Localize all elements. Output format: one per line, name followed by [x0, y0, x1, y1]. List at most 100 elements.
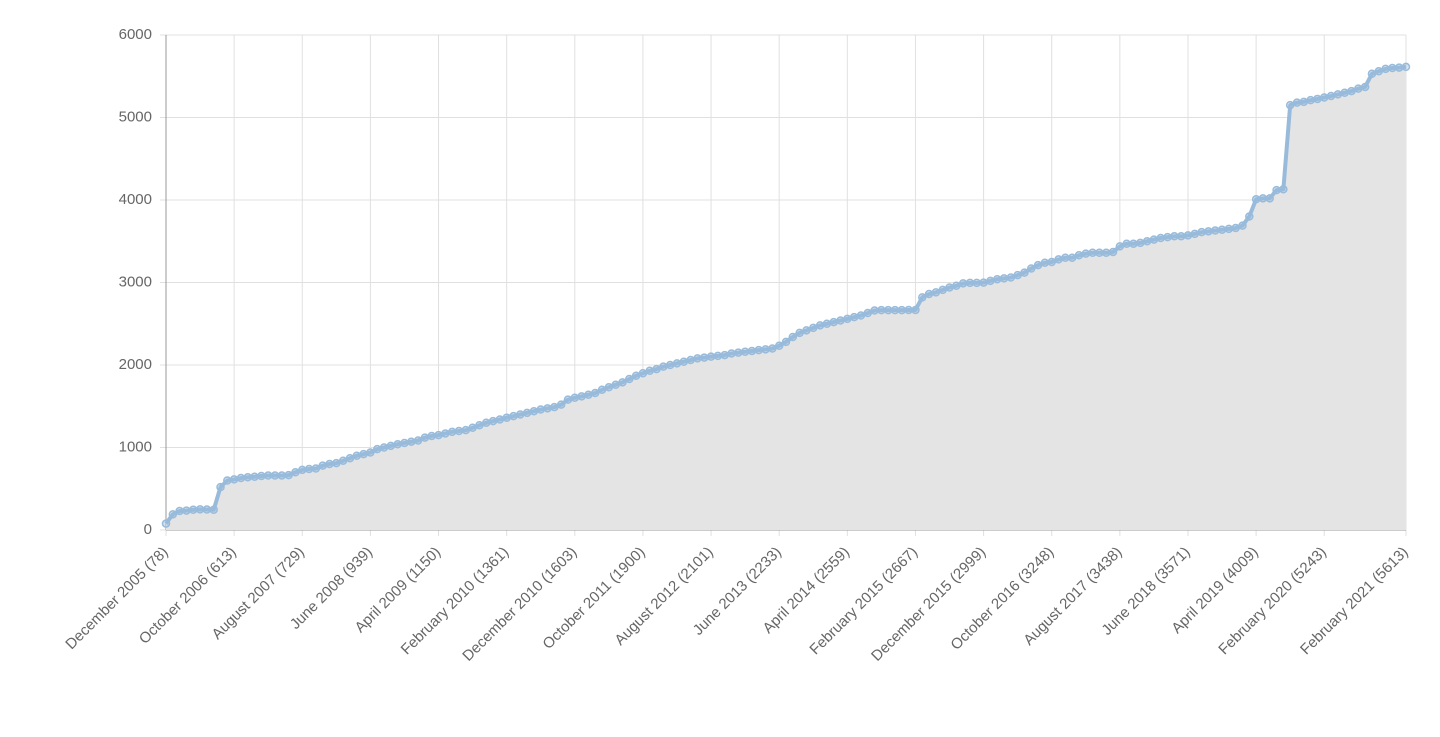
point: [761, 345, 770, 354]
point: [645, 366, 654, 376]
point: [182, 506, 191, 515]
point: [1190, 229, 1200, 239]
point: [1204, 227, 1213, 236]
point: [863, 308, 873, 318]
y-tick-label: 4000: [119, 191, 152, 208]
point: [1381, 64, 1390, 74]
point: [938, 285, 947, 295]
point: [529, 406, 539, 416]
point: [1013, 270, 1022, 280]
point: [1176, 232, 1186, 241]
point: [427, 431, 436, 441]
point: [686, 355, 695, 365]
point: [1245, 212, 1254, 221]
y-tick-label: 5000: [119, 108, 152, 125]
point: [1136, 238, 1145, 248]
point: [468, 423, 477, 432]
point: [829, 317, 838, 327]
point: [795, 328, 804, 338]
point: [1231, 223, 1240, 233]
point: [1115, 242, 1125, 251]
point: [1258, 194, 1268, 203]
point: [1360, 82, 1370, 92]
point: [345, 453, 355, 463]
point: [1292, 98, 1302, 107]
point: [1326, 91, 1336, 101]
point: [1374, 67, 1383, 76]
y-tick-label: 2000: [119, 356, 152, 373]
point: [1033, 260, 1043, 270]
point: [774, 341, 784, 351]
point: [1088, 248, 1097, 258]
point: [413, 436, 423, 445]
y-tick-label: 3000: [119, 273, 152, 290]
point: [1095, 248, 1104, 258]
point: [659, 362, 668, 371]
point: [216, 482, 225, 492]
point: [877, 305, 886, 315]
point: [332, 458, 341, 468]
point: [304, 464, 314, 474]
point: [1251, 195, 1261, 204]
point: [754, 345, 763, 355]
point: [986, 276, 995, 286]
point: [1027, 264, 1036, 273]
point: [584, 390, 593, 399]
point: [495, 415, 505, 424]
point: [516, 410, 525, 419]
point: [1108, 247, 1118, 257]
point: [570, 393, 580, 403]
point: [1306, 95, 1315, 105]
point: [407, 437, 416, 446]
point: [372, 444, 382, 454]
point: [284, 470, 293, 480]
point: [1319, 93, 1329, 102]
point: [652, 364, 661, 374]
point: [836, 316, 845, 325]
point: [665, 360, 675, 370]
point: [924, 289, 934, 299]
point: [366, 448, 375, 457]
x-tick-label: December 2010 (1603): [459, 544, 580, 665]
point: [488, 416, 498, 426]
point: [236, 473, 246, 483]
point: [1224, 224, 1234, 234]
point: [1101, 248, 1111, 258]
point: [870, 306, 879, 315]
point: [502, 413, 511, 422]
line: [164, 64, 1407, 525]
point: [706, 352, 716, 361]
point: [1313, 94, 1322, 104]
point: [918, 293, 927, 302]
point: [420, 433, 430, 442]
point: [1285, 100, 1295, 110]
point: [1047, 257, 1056, 267]
point: [1217, 225, 1227, 234]
point: [1142, 237, 1152, 246]
point: [958, 279, 968, 288]
point: [168, 510, 178, 519]
point: [1333, 90, 1343, 99]
point: [727, 349, 736, 358]
point: [1040, 258, 1050, 267]
point: [1197, 227, 1206, 237]
point: [1238, 221, 1247, 230]
point: [400, 438, 409, 448]
point: [843, 314, 852, 324]
point: [386, 441, 396, 451]
point: [189, 505, 198, 515]
point: [597, 385, 607, 394]
point: [1388, 63, 1397, 73]
point: [965, 278, 975, 288]
point: [277, 471, 287, 480]
point: [359, 449, 368, 459]
point: [311, 464, 321, 473]
point: [999, 274, 1009, 283]
point: [849, 312, 859, 322]
y-tick-label: 6000: [119, 26, 152, 43]
point: [1347, 86, 1356, 96]
point: [740, 347, 750, 357]
point: [911, 305, 920, 315]
point: [768, 344, 777, 353]
